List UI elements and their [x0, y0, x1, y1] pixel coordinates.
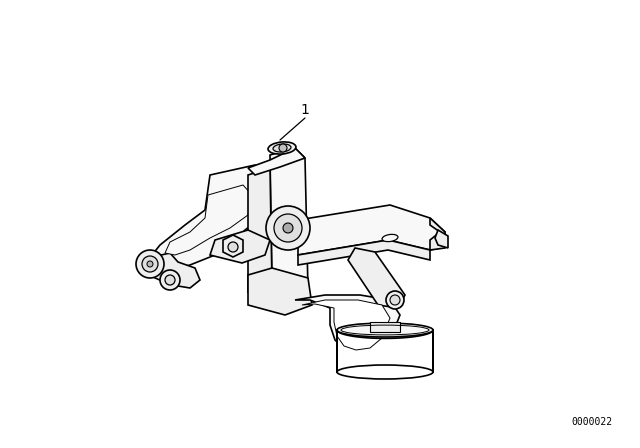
Polygon shape — [165, 185, 252, 255]
Circle shape — [390, 295, 400, 305]
Polygon shape — [302, 300, 390, 350]
Polygon shape — [270, 148, 308, 298]
Circle shape — [274, 214, 302, 242]
Circle shape — [160, 270, 180, 290]
Polygon shape — [348, 248, 405, 308]
Ellipse shape — [337, 323, 433, 337]
Text: 0000022: 0000022 — [572, 417, 612, 427]
Text: 1: 1 — [301, 103, 309, 117]
Polygon shape — [248, 148, 305, 175]
Circle shape — [279, 144, 287, 152]
Circle shape — [228, 242, 238, 252]
Polygon shape — [298, 240, 430, 265]
Ellipse shape — [382, 234, 398, 241]
Polygon shape — [430, 218, 445, 250]
Polygon shape — [142, 253, 200, 288]
Circle shape — [147, 261, 153, 267]
Polygon shape — [223, 235, 243, 257]
Polygon shape — [248, 268, 312, 315]
Circle shape — [386, 291, 404, 309]
Circle shape — [283, 223, 293, 233]
Circle shape — [142, 256, 158, 272]
Polygon shape — [298, 205, 445, 255]
Circle shape — [165, 275, 175, 285]
Ellipse shape — [268, 142, 296, 154]
Circle shape — [136, 250, 164, 278]
Polygon shape — [435, 230, 448, 248]
Ellipse shape — [337, 365, 433, 379]
Polygon shape — [370, 322, 400, 332]
Polygon shape — [295, 295, 400, 355]
Polygon shape — [337, 330, 433, 372]
Ellipse shape — [273, 144, 291, 152]
Polygon shape — [337, 330, 433, 338]
Circle shape — [266, 206, 310, 250]
Polygon shape — [148, 165, 270, 270]
Polygon shape — [248, 168, 272, 293]
Polygon shape — [210, 230, 270, 263]
